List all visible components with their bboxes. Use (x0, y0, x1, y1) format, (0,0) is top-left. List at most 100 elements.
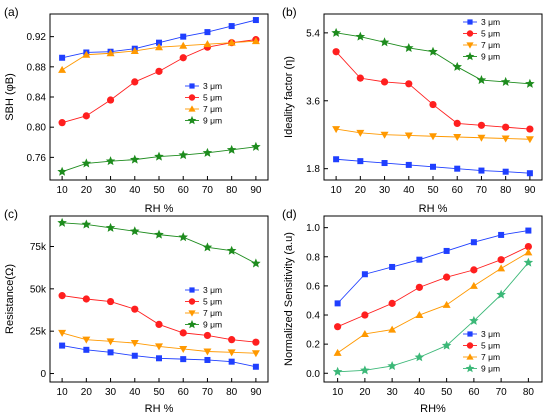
legend-label: 3 μm (481, 329, 500, 339)
data-point (380, 131, 389, 139)
data-point (443, 273, 451, 281)
y-tick-label: 0.88 (27, 62, 47, 73)
data-point (58, 65, 67, 73)
panel-label: (b) (282, 5, 297, 19)
legend-label: 7 μm (481, 40, 500, 50)
panel-c: (c) RH % Resistance(Ω) 10 20 30 40 50 60 70 80 9… (4, 207, 269, 415)
data-point (106, 338, 115, 346)
data-point (441, 340, 452, 350)
data-point (251, 141, 261, 151)
data-point (130, 46, 139, 54)
data-point (106, 297, 115, 306)
series-line (336, 32, 530, 85)
x-tick-label: 60 (468, 387, 480, 398)
series-line (337, 262, 529, 373)
x-tick-label: 10 (57, 185, 69, 196)
data-point (154, 151, 164, 161)
legend-label: 9 μm (203, 320, 222, 330)
data-point (388, 325, 397, 333)
data-point (332, 126, 341, 134)
series-line (337, 246, 529, 328)
x-axis-label: RH % (145, 203, 174, 215)
data-point (105, 156, 116, 166)
x-tick-label: 20 (81, 387, 93, 398)
x-tick-label: 80 (523, 387, 535, 398)
data-point (470, 239, 477, 246)
legend-marker (467, 331, 473, 337)
data-point (500, 76, 511, 86)
x-tick-label: 90 (250, 185, 262, 196)
data-point (333, 348, 342, 356)
data-point (442, 300, 451, 308)
x-axis-label: RH % (419, 203, 448, 215)
x-tick-label: 70 (476, 185, 488, 196)
data-point (155, 43, 163, 51)
data-point (202, 242, 213, 252)
data-point (360, 365, 370, 375)
data-point (59, 342, 66, 349)
x-axis-label: RH % (145, 403, 174, 415)
legend-marker (466, 42, 474, 49)
data-point (252, 17, 259, 24)
data-point (405, 161, 412, 168)
legend-marker (189, 83, 195, 89)
data-point (387, 360, 397, 371)
data-point (502, 123, 510, 131)
data-point (452, 61, 462, 71)
y-tick-label: 0.2 (306, 340, 320, 351)
data-point (154, 229, 164, 239)
x-tick-label: 50 (441, 387, 453, 398)
data-point (204, 356, 211, 363)
data-point (356, 74, 364, 82)
data-point (130, 154, 140, 164)
plot-frame (323, 13, 543, 181)
y-tick-label: 0.92 (27, 32, 47, 43)
legend-label: 3 μm (203, 285, 222, 295)
data-point (81, 158, 92, 168)
x-tick-label: 30 (105, 185, 117, 196)
data-point (179, 345, 188, 353)
legend-marker (467, 19, 473, 25)
data-point (361, 311, 369, 319)
data-point (131, 78, 139, 86)
legend-label: 7 μm (203, 104, 222, 114)
x-tick-label: 20 (359, 387, 371, 398)
data-point (415, 283, 423, 291)
legend-marker (188, 94, 196, 101)
data-point (470, 266, 478, 274)
series-line (335, 51, 530, 130)
data-point (404, 42, 414, 52)
data-point (251, 350, 260, 358)
y-axis-label: SBH (φB) (4, 73, 16, 120)
data-point (156, 355, 162, 362)
data-point (389, 263, 396, 270)
data-point (252, 363, 259, 370)
data-point (498, 231, 505, 238)
series-line (337, 230, 529, 304)
data-point (356, 129, 365, 137)
data-point (179, 41, 188, 49)
chart-layer: 10 20 30 40 50 60 70 80 90 0.76 0.80 0.84 0.88 0.92 3 … (27, 17, 262, 196)
y-tick-label: 50k (30, 284, 47, 295)
data-point (131, 352, 138, 359)
legend-label: 9 μm (203, 116, 222, 126)
data-point (180, 356, 187, 363)
x-tick-label: 10 (331, 185, 343, 196)
legend-marker (189, 287, 195, 293)
x-tick-label: 50 (427, 185, 439, 196)
legend-marker (188, 298, 196, 305)
data-point (228, 336, 236, 344)
data-point (414, 352, 425, 362)
legend-label: 9 μm (481, 52, 500, 62)
y-tick-label: 0.0 (306, 369, 320, 380)
x-tick-label: 40 (414, 387, 426, 398)
panel-a: (a) RH % SBH (φB) 10 20 30 40 50 60 70 80 90 0.76… (4, 5, 269, 215)
data-point (416, 256, 423, 263)
legend-label: 5 μm (203, 297, 222, 307)
panel-d: (d) RH% Normalized Sensitivity (a.u) 10 2… (282, 207, 543, 415)
data-point (443, 247, 450, 254)
data-point (106, 96, 115, 104)
data-point (203, 40, 212, 48)
series-line (62, 222, 257, 264)
